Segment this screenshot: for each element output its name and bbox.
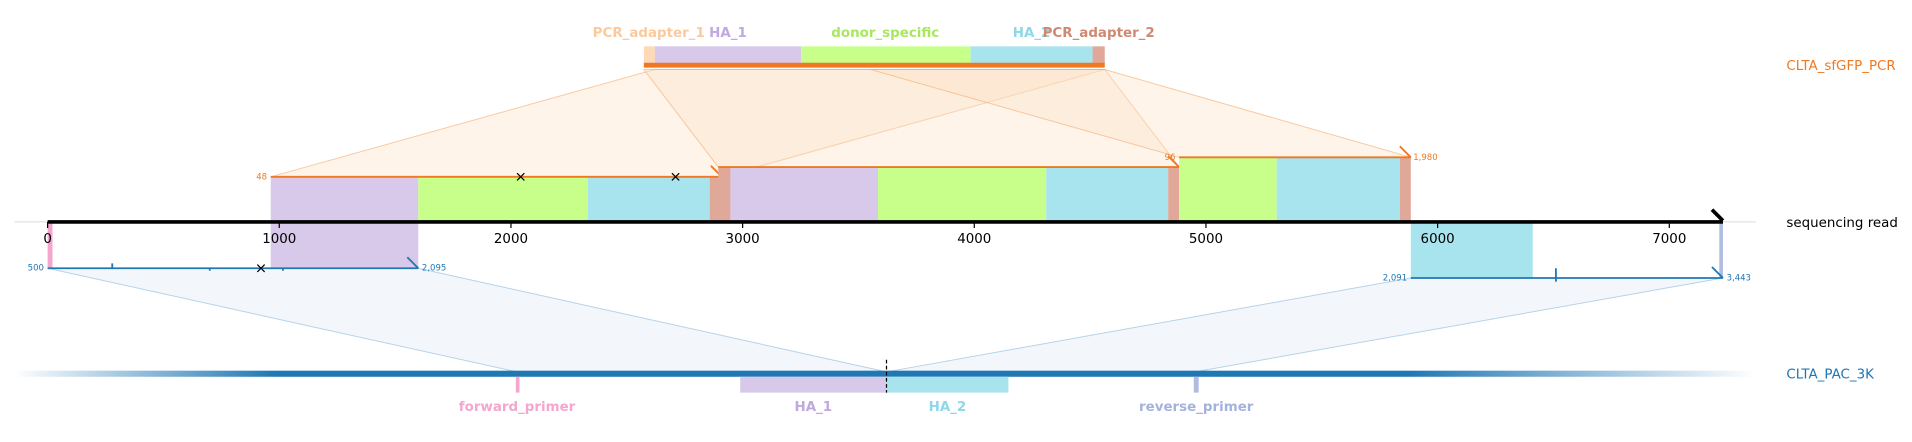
aligned-segment [1399,157,1411,222]
tick-label: 3000 [726,232,760,247]
alignment-hook [1399,145,1412,158]
reference-bar [14,370,1756,377]
mapping [886,277,1724,373]
alignment-hook [406,256,419,269]
feature-label: HA_2 [929,400,967,415]
tick-label: 4000 [957,232,991,247]
tick-label: 5000 [1189,232,1223,247]
construct-feature [654,46,802,64]
aligned-segment [1719,221,1723,279]
aligned-segment [270,176,419,222]
feature-label: HA_2 [1013,26,1051,41]
reference-label: CLTA_PAC_3K [1786,367,1875,382]
mapping [47,267,887,373]
aligned-segment [418,176,588,222]
alignment-end: 3,443 [1727,274,1751,284]
feature-label: PCR_adapter_1 [593,26,705,41]
aligned-segment [1168,167,1180,222]
mismatch [516,172,525,181]
aligned-segment [1276,157,1400,222]
aligned-segment [1179,157,1277,222]
alignment-hook [1167,155,1180,168]
aligned-segment [730,167,878,222]
mismatch [671,172,680,181]
alignment-start: 2,091 [1383,274,1407,284]
aligned-segment [718,167,731,222]
alignment-end: 1,980 [1413,153,1437,163]
feature-label: HA_1 [795,400,833,415]
alignment-start: 48 [256,172,267,182]
construct-feature [1092,46,1105,64]
construct-feature [643,46,655,64]
aligned-segment [587,176,710,222]
read-label: sequencing read [1786,216,1898,231]
aligned-segment [1046,167,1169,222]
aligned-segment [1410,221,1533,279]
tick-label: 1000 [262,232,296,247]
alignment-end: 2,095 [422,264,446,274]
reference-feature [515,376,520,393]
reference-feature [1193,376,1199,393]
tick-label: 0 [43,232,52,247]
construct-label: CLTA_sfGFP_PCR [1786,59,1895,74]
alignment-start: 500 [28,264,44,274]
feature-label: reverse_primer [1139,400,1254,415]
construct-feature [801,46,971,64]
aligned-segment [47,221,53,269]
tick-label: 6000 [1421,232,1455,247]
aligned-segment [270,221,419,269]
feature-label: forward_primer [459,400,576,415]
tick-label: 7000 [1652,232,1686,247]
reference-feature [886,376,1009,393]
aligned-segment [877,167,1047,222]
feature-label: donor_specific [831,26,939,41]
alignment-hook [1711,266,1724,279]
alignment-start: 96 [1165,153,1176,163]
reference-feature [740,376,887,393]
tick-label: 2000 [494,232,528,247]
mismatch [256,264,266,273]
feature-label: PCR_adapter_2 [1043,26,1155,41]
read-arrow [1710,208,1725,222]
feature-label: HA_1 [709,26,747,41]
construct-feature [970,46,1093,64]
